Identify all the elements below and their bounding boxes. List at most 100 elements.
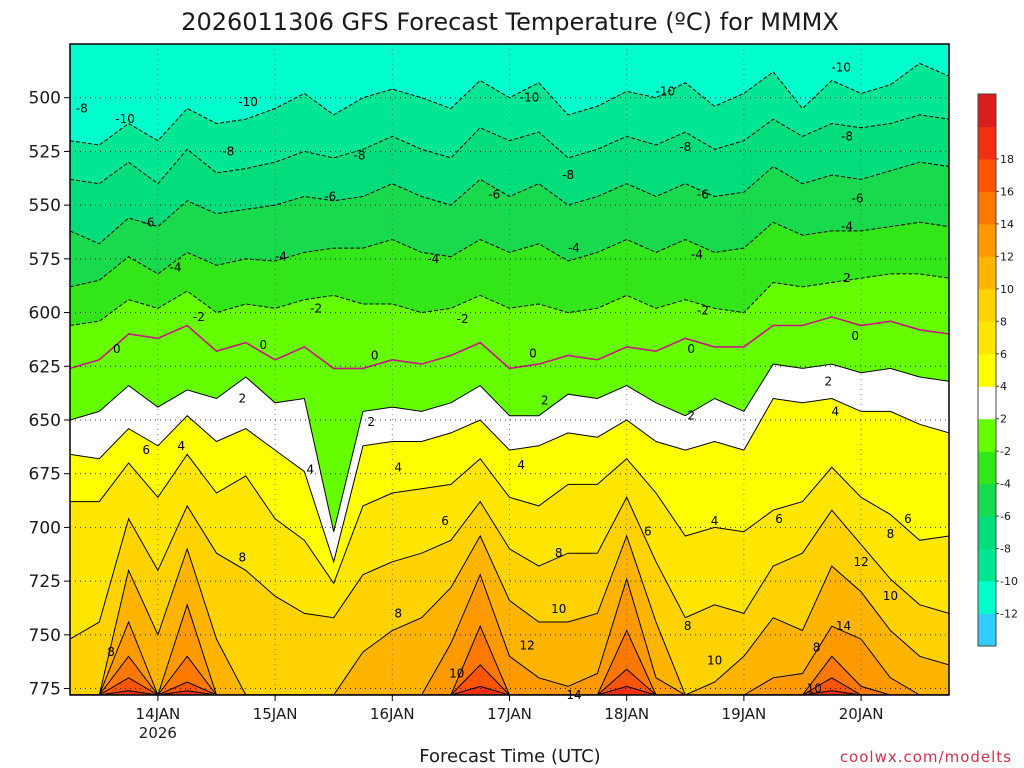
colorbar-label: -4 [1000, 478, 1011, 491]
contour-line-10 [70, 534, 949, 695]
contour-label: 8 [555, 546, 563, 560]
x-tick-sublabel: 2026 [139, 724, 177, 742]
colorbar-swatch [978, 386, 996, 420]
contour-label: 6 [441, 514, 449, 528]
colorbar-swatch [978, 223, 996, 257]
y-tick-label: 525 [29, 142, 61, 162]
contour-label: -6 [324, 190, 336, 204]
contour-label: 10 [551, 602, 566, 616]
colorbar-frame [977, 93, 997, 647]
colorbar-swatch [978, 451, 996, 485]
x-tick-label: 16JAN [370, 705, 415, 723]
x-tick-label: 15JAN [253, 705, 298, 723]
band-fill-14 [70, 626, 949, 695]
contour-label: -4 [691, 248, 703, 262]
y-tick-label: 675 [29, 465, 61, 485]
contour-label: -2 [457, 312, 469, 326]
contour-label: 6 [904, 512, 912, 526]
contour-label: 2 [541, 394, 549, 408]
contour-line--6 [70, 161, 949, 245]
colorbar-label: -10 [1000, 575, 1018, 588]
contour-label: 4 [178, 439, 186, 453]
contour-label: 4 [394, 460, 402, 474]
contour-line-0 [70, 316, 949, 370]
contour-label: 4 [831, 404, 839, 418]
contour-label: -10 [656, 84, 676, 98]
contour-label: 12 [853, 555, 868, 569]
y-tick-label: 725 [29, 572, 61, 592]
contour-line-12 [70, 573, 949, 695]
contour-label: 6 [775, 512, 783, 526]
colorbar-swatch [978, 548, 996, 582]
contour-label: -6 [697, 187, 709, 201]
contour-label: 12 [519, 639, 534, 653]
colorbar-swatch [978, 516, 996, 550]
contour-line-6 [70, 453, 949, 585]
contour-label: -8 [562, 168, 574, 182]
x-tick-label: 14JAN [136, 705, 181, 723]
y-axis: 500 525 550 575 600 625 650 675 700 725 750 775 [29, 89, 70, 700]
x-tick-label: 19JAN [722, 705, 767, 723]
colorbar-swatch [978, 418, 996, 452]
contour-label: -8 [679, 140, 691, 154]
y-tick-label: 550 [29, 196, 61, 216]
contour-label: 10 [707, 654, 722, 668]
contour-label: 2 [238, 392, 246, 406]
contour-label: 8 [813, 641, 821, 655]
gridlines [70, 44, 949, 695]
colorbar-label: 8 [1000, 315, 1007, 328]
contour-label: 10 [449, 667, 464, 681]
contour-label: -2 [697, 303, 709, 317]
y-tick-label: 625 [29, 357, 61, 377]
fill-layer [70, 44, 949, 695]
contour-label: 2 [367, 415, 375, 429]
contour-line--2 [70, 273, 949, 326]
contour-label: 4 [711, 514, 719, 528]
band-fill-10 [70, 536, 949, 695]
contour-line-2 [70, 363, 949, 532]
contour-label: 4 [306, 462, 314, 476]
contour-label: 6 [644, 525, 652, 539]
colorbar-swatch [978, 483, 996, 517]
contour-label: 4 [517, 458, 525, 472]
contour-labels: -10 -10 -10 -10 -10 -8 -8 -8 -8 -8 -8 -6 -6 -6 -6 -6 -4 -… [76, 61, 912, 702]
colorbar-label: 16 [1000, 185, 1014, 198]
contour-label: 2 [824, 374, 832, 388]
contour-label: -4 [841, 220, 853, 234]
y-tick-label: 700 [29, 518, 61, 538]
contour-label: 0 [113, 342, 121, 356]
contour-label: -6 [852, 192, 864, 206]
contour-line--10 [70, 62, 949, 146]
contour-label: 0 [260, 338, 268, 352]
contour-label: -6 [143, 215, 155, 229]
contour-label: -4 [169, 260, 181, 274]
contour-label: 8 [887, 527, 895, 541]
colorbar-label: 2 [1000, 413, 1007, 426]
colorbar-label: -2 [1000, 445, 1011, 458]
colorbar-label: 10 [1000, 283, 1014, 296]
contour-label: 2 [687, 409, 695, 423]
chart-title: 2026011306 GFS Forecast Temperature (ºC)… [181, 8, 839, 36]
contour-label: 8 [107, 645, 115, 659]
contour-label: 0 [851, 329, 859, 343]
contour-label: 14 [836, 619, 851, 633]
colorbar-label: 18 [1000, 153, 1014, 166]
contour-label: 8 [238, 550, 246, 564]
colorbar-swatch [978, 126, 996, 160]
credit-text: coolwx.com/modelts [840, 748, 1012, 766]
contour-label: -4 [568, 241, 580, 255]
y-tick-label: 600 [29, 304, 61, 324]
y-tick-label: 775 [29, 680, 61, 700]
colorbar-swatch [978, 191, 996, 225]
colorbar-label: -12 [1000, 608, 1018, 621]
plot-area: -10-10 -10 -10-10-8-8 -8-8-8-8-6-6 -6 -6 -6-4-… [29, 43, 1018, 742]
y-tick-label: 575 [29, 250, 61, 270]
contour-label: 6 [142, 443, 150, 457]
contour-label: 0 [529, 346, 537, 360]
contour-label: 8 [394, 606, 402, 620]
y-tick-label: 650 [29, 411, 61, 431]
x-axis-label: Forecast Time (UTC) [419, 746, 600, 767]
contour-label: 10 [883, 589, 898, 603]
contour-layer [70, 62, 949, 695]
